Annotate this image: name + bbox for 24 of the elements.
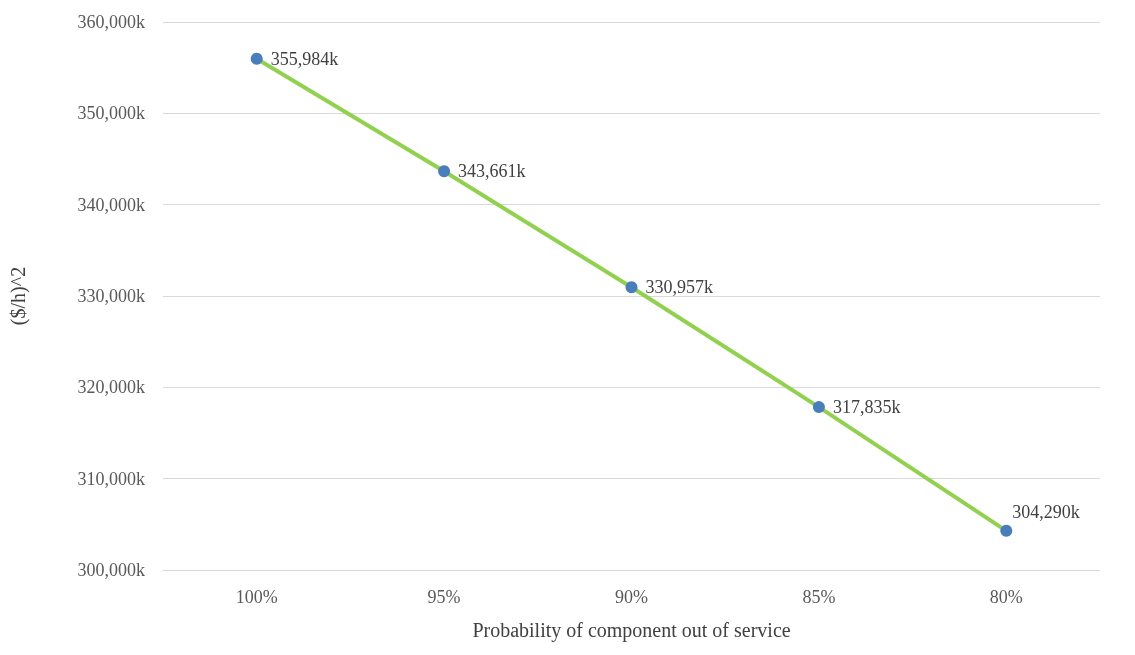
y-tick-label: 360,000k xyxy=(77,12,145,32)
x-tick-label: 95% xyxy=(427,587,461,607)
data-label: 355,984k xyxy=(270,48,339,69)
y-tick-label: 310,000k xyxy=(77,468,145,489)
x-tick-label: 90% xyxy=(615,587,648,607)
x-tick-label: 80% xyxy=(989,587,1023,607)
data-label: 304,290k xyxy=(1012,501,1080,522)
y-tick-label: 320,000k xyxy=(77,377,145,398)
x-tick-label: 85% xyxy=(802,587,836,607)
x-axis-title: Probability of component out of service xyxy=(472,619,791,642)
data-label: 343,661k xyxy=(458,161,526,182)
y-axis-title: ($/h)^2 xyxy=(7,266,30,326)
y-tick-label: 340,000k xyxy=(77,194,145,215)
point xyxy=(812,401,825,414)
point xyxy=(625,281,638,294)
data-label: 330,957k xyxy=(645,277,713,298)
y-tick-label: 350,000k xyxy=(77,103,145,124)
point xyxy=(1000,524,1013,537)
x-tick-label: 100% xyxy=(235,587,278,607)
data-label: 317,835k xyxy=(832,397,901,418)
point xyxy=(250,52,263,65)
y-tick-label: 330,000k xyxy=(77,286,145,306)
point xyxy=(438,165,451,178)
y-tick-label: 300,000k xyxy=(77,560,145,580)
